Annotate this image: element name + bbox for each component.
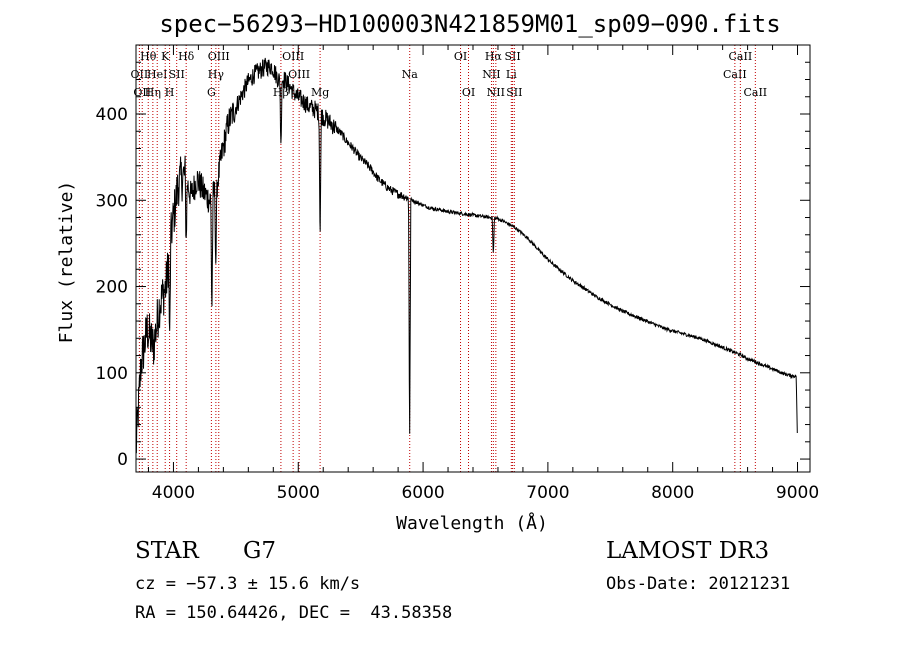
marker-label-19: NII — [482, 68, 500, 81]
marker-label-9: G — [207, 86, 216, 99]
x-tick-label-3: 7000 — [526, 483, 569, 503]
marker-label-18: OI — [462, 86, 475, 99]
x-tick-label-0: 4000 — [152, 483, 195, 503]
y-tick-label-0: 0 — [117, 450, 128, 470]
marker-label-10: Hγ — [208, 68, 225, 81]
marker-label-21: NII — [487, 86, 505, 99]
marker-label-11: OIII — [208, 50, 230, 63]
marker-label-23: SII — [504, 50, 520, 63]
marker-label-15: Mg — [311, 86, 329, 99]
marker-label-12: Hβ — [273, 86, 289, 99]
x-axis-label: Wavelength (Å) — [396, 512, 548, 534]
coordinates: RA = 150.64426, DEC = 43.58358 — [135, 603, 453, 623]
redshift-info: cz = −57.3 ± 15.6 km/s — [135, 574, 361, 594]
x-tick-label-2: 6000 — [401, 483, 444, 503]
marker-label-8: Hδ — [178, 50, 195, 63]
marker-label-20: Hα — [485, 50, 503, 63]
x-tick-label-4: 8000 — [651, 483, 694, 503]
marker-label-26: CaII — [729, 50, 753, 63]
marker-label-22: Li — [506, 68, 517, 81]
marker-label-17: OI — [454, 50, 467, 63]
object-class: STAR — [135, 538, 199, 564]
marker-label-24: SII — [506, 86, 522, 99]
marker-label-13: OIII — [282, 50, 304, 63]
spectrum-series — [135, 57, 798, 454]
line-markers: OIIOIIHθHηHeIKHSIIHδGHγOIIIHβOIIIOIIIMgN… — [131, 45, 767, 472]
survey-name: LAMOST DR3 — [606, 538, 770, 564]
y-tick-label-4: 400 — [96, 105, 128, 125]
marker-label-27: CaII — [743, 86, 767, 99]
observation-date: Obs-Date: 20121231 — [606, 574, 791, 594]
y-axis-label: Flux (relative) — [56, 181, 77, 344]
marker-label-16: Na — [402, 68, 419, 81]
x-tick-label-1: 5000 — [277, 483, 320, 503]
marker-label-6: H — [165, 86, 175, 99]
marker-label-2: Hθ — [140, 50, 157, 63]
x-tick-label-5: 9000 — [776, 483, 819, 503]
marker-label-25: CaII — [723, 68, 747, 81]
spectrum-line — [135, 57, 798, 454]
marker-label-14: OIII — [288, 68, 310, 81]
marker-label-7: SII — [169, 68, 185, 81]
marker-label-0: OII — [131, 68, 149, 81]
y-tick-label-2: 200 — [96, 278, 128, 298]
y-tick-label-1: 100 — [96, 364, 128, 384]
y-tick-label-3: 300 — [96, 191, 128, 211]
chart-title: spec−56293−HD100003N421859M01_sp09−090.f… — [159, 10, 780, 38]
marker-label-1: OII — [133, 86, 151, 99]
marker-label-4: HeI — [147, 68, 167, 81]
marker-label-3: Hη — [145, 86, 161, 99]
plot-axes: 4000 5000 6000 7000 8000 9000 0 100 200 300 400 — [96, 44, 819, 503]
marker-label-5: K — [161, 50, 170, 63]
object-subclass: G7 — [243, 538, 277, 564]
